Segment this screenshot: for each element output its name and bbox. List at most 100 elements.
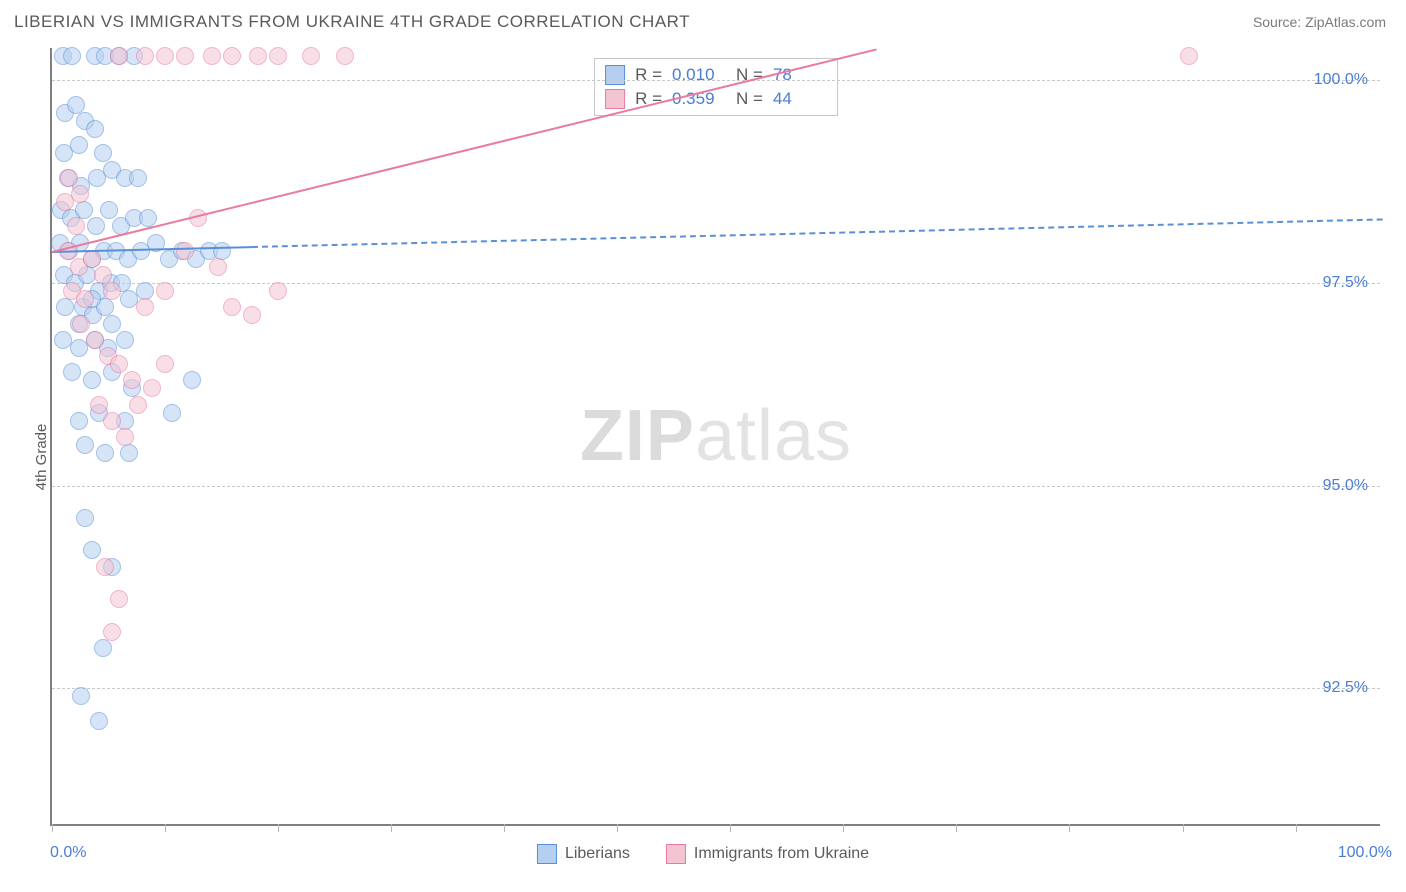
x-tick: [956, 824, 957, 832]
x-tick: [730, 824, 731, 832]
data-point: [94, 639, 112, 657]
scatter-plot: ZIPatlas R =0.010N =78R =0.359N =44 92.5…: [50, 48, 1380, 826]
x-tick: [617, 824, 618, 832]
data-point: [103, 315, 121, 333]
data-point: [103, 623, 121, 641]
data-point: [96, 558, 114, 576]
data-point: [120, 444, 138, 462]
source-label: Source: ZipAtlas.com: [1253, 14, 1386, 30]
data-point: [209, 258, 227, 276]
data-point: [94, 266, 112, 284]
data-point: [83, 371, 101, 389]
data-point: [86, 331, 104, 349]
data-point: [116, 428, 134, 446]
data-point: [90, 396, 108, 414]
x-tick: [843, 824, 844, 832]
y-axis-label: 4th Grade: [33, 424, 50, 491]
data-point: [136, 47, 154, 65]
data-point: [243, 306, 261, 324]
data-point: [71, 185, 89, 203]
data-point: [176, 242, 194, 260]
data-point: [156, 355, 174, 373]
data-point: [63, 47, 81, 65]
data-point: [269, 282, 287, 300]
x-tick: [1296, 824, 1297, 832]
data-point: [336, 47, 354, 65]
data-point: [116, 331, 134, 349]
data-point: [103, 282, 121, 300]
legend-item: Immigrants from Ukraine: [666, 844, 869, 864]
data-point: [302, 47, 320, 65]
trend-line: [52, 48, 877, 253]
data-point: [76, 436, 94, 454]
x-tick: [504, 824, 505, 832]
data-point: [213, 242, 231, 260]
data-point: [249, 47, 267, 65]
data-point: [129, 169, 147, 187]
data-point: [76, 509, 94, 527]
data-point: [136, 298, 154, 316]
gridline: [52, 688, 1380, 689]
data-point: [86, 120, 104, 138]
data-point: [123, 371, 141, 389]
data-point: [87, 217, 105, 235]
y-tick-label: 92.5%: [1323, 679, 1368, 697]
gridline: [52, 283, 1380, 284]
chart-title: LIBERIAN VS IMMIGRANTS FROM UKRAINE 4TH …: [14, 12, 690, 32]
x-max-label: 100.0%: [1338, 844, 1392, 862]
data-point: [76, 290, 94, 308]
legend-row: R =0.010N =78: [605, 63, 827, 87]
data-point: [143, 379, 161, 397]
data-point: [156, 47, 174, 65]
data-point: [70, 136, 88, 154]
x-tick: [278, 824, 279, 832]
x-min-label: 0.0%: [50, 844, 86, 862]
series-legend: Liberians Immigrants from Ukraine: [537, 844, 869, 864]
data-point: [72, 315, 90, 333]
y-tick-label: 95.0%: [1323, 477, 1368, 495]
data-point: [110, 47, 128, 65]
data-point: [139, 209, 157, 227]
data-point: [56, 298, 74, 316]
data-point: [129, 396, 147, 414]
x-tick: [52, 824, 53, 832]
data-point: [72, 687, 90, 705]
data-point: [223, 47, 241, 65]
gridline: [52, 486, 1380, 487]
data-point: [60, 169, 78, 187]
data-point: [203, 47, 221, 65]
data-point: [1180, 47, 1198, 65]
data-point: [110, 590, 128, 608]
data-point: [100, 201, 118, 219]
x-tick: [165, 824, 166, 832]
data-point: [163, 404, 181, 422]
data-point: [96, 444, 114, 462]
y-tick-label: 97.5%: [1323, 274, 1368, 292]
y-tick-label: 100.0%: [1314, 71, 1368, 89]
gridline: [52, 80, 1380, 81]
data-point: [103, 412, 121, 430]
data-point: [110, 355, 128, 373]
x-tick: [1069, 824, 1070, 832]
data-point: [67, 217, 85, 235]
trend-line: [251, 218, 1382, 248]
data-point: [75, 201, 93, 219]
data-point: [90, 712, 108, 730]
data-point: [83, 250, 101, 268]
data-point: [67, 96, 85, 114]
data-point: [269, 47, 287, 65]
x-tick: [391, 824, 392, 832]
data-point: [63, 363, 81, 381]
legend-item: Liberians: [537, 844, 630, 864]
watermark: ZIPatlas: [580, 395, 852, 477]
data-point: [183, 371, 201, 389]
title-bar: LIBERIAN VS IMMIGRANTS FROM UKRAINE 4TH …: [0, 0, 1406, 38]
data-point: [83, 541, 101, 559]
data-point: [70, 412, 88, 430]
data-point: [176, 47, 194, 65]
x-tick: [1183, 824, 1184, 832]
data-point: [94, 144, 112, 162]
data-point: [223, 298, 241, 316]
data-point: [156, 282, 174, 300]
plot-wrap: 4th Grade ZIPatlas R =0.010N =78R =0.359…: [0, 38, 1406, 876]
